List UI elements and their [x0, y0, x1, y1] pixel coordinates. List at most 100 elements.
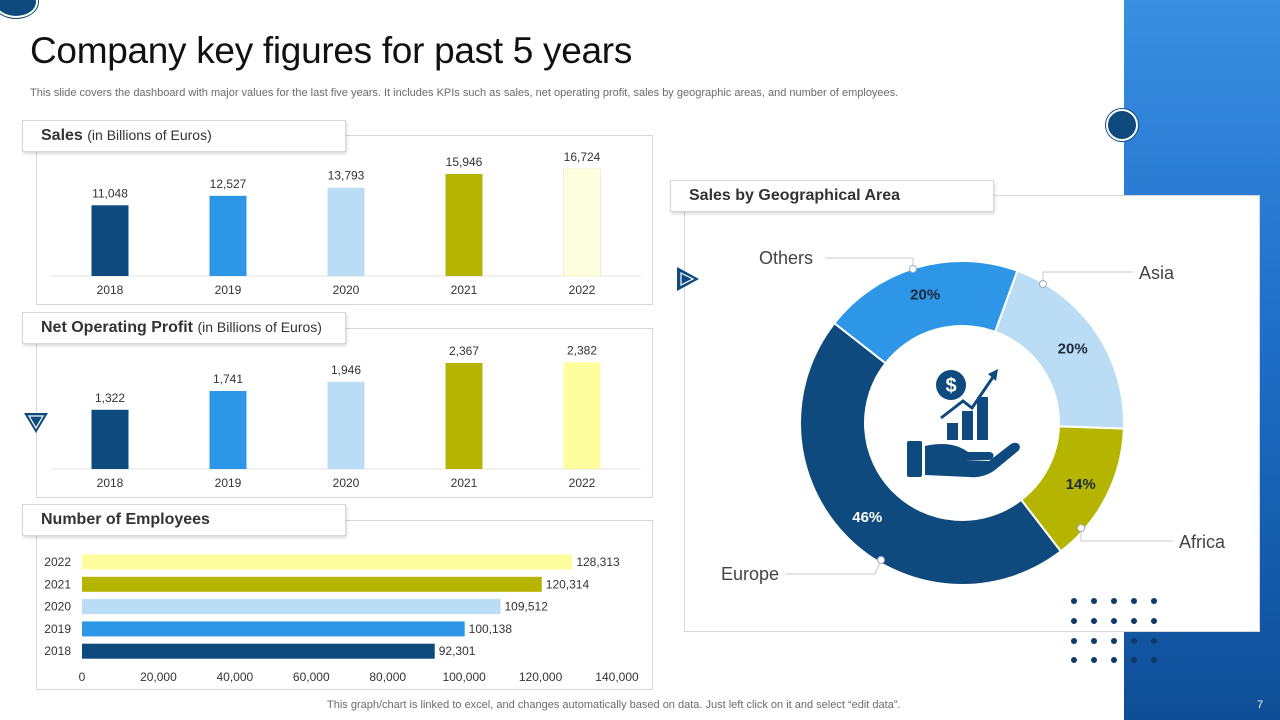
- profit-value-label: 1,946: [331, 363, 361, 377]
- geo-category-label: Others: [759, 248, 813, 268]
- employees-chart-header: Number of Employees: [22, 504, 346, 536]
- employees-bar-2019[interactable]: [82, 621, 465, 637]
- floating-circle-decoration: [1106, 109, 1138, 141]
- sales-bar-2020[interactable]: [327, 187, 365, 276]
- geo-leader-dot: [1077, 524, 1085, 532]
- triangle-pointer-icon: [677, 267, 699, 291]
- footer-note: This graph/chart is linked to excel, and…: [327, 699, 901, 711]
- employees-value-label: 92,301: [439, 644, 476, 658]
- money-growth-hand-icon: $: [907, 369, 1020, 478]
- sales-category-label: 2019: [215, 283, 242, 297]
- employees-category-label: 2021: [44, 577, 71, 591]
- geo-category-label: Africa: [1179, 532, 1226, 552]
- geo-chart-title: Sales by Geographical Area: [689, 187, 901, 204]
- profit-value-label: 1,322: [95, 391, 125, 405]
- profit-bar-2022[interactable]: [563, 362, 601, 469]
- sales-category-label: 2021: [451, 283, 478, 297]
- employees-x-tick: 120,000: [519, 670, 563, 684]
- employees-bar-2018[interactable]: [82, 643, 435, 659]
- profit-bar-2021[interactable]: [445, 362, 483, 469]
- profit-value-label: 1,741: [213, 372, 243, 386]
- profit-bar-chart[interactable]: 1,322 2018 1,741 2019 1,946 2020 2,367 2021 2,38…: [37, 329, 652, 497]
- sales-category-label: 2020: [333, 283, 360, 297]
- sales-chart-header: Sales (in Billions of Euros): [22, 120, 346, 152]
- geo-percent-label: 14%: [1066, 476, 1096, 493]
- sales-chart-unit: (in Billions of Euros): [87, 127, 212, 143]
- employees-chart-panel[interactable]: 2022 128,313 2021 120,314 2020 109,512 2019 100…: [36, 520, 653, 690]
- geo-slice-europe[interactable]: [799, 321, 1063, 586]
- profit-category-label: 2019: [215, 476, 242, 490]
- employees-bar-2022[interactable]: [82, 554, 573, 570]
- employees-value-label: 120,314: [546, 577, 590, 591]
- employees-value-label: 109,512: [504, 600, 548, 614]
- employees-x-tick: 40,000: [217, 670, 254, 684]
- dot-grid-decoration: [1071, 598, 1157, 663]
- employees-category-label: 2020: [44, 600, 71, 614]
- triangle-marker-icon: [24, 413, 48, 433]
- sales-bar-2019[interactable]: [209, 195, 247, 276]
- geo-leader-dot: [877, 556, 885, 564]
- profit-chart-unit: (in Billions of Euros): [197, 319, 322, 335]
- profit-value-label: 2,382: [567, 343, 597, 357]
- employees-bar-2021[interactable]: [82, 576, 542, 592]
- geo-leader-line: [1042, 271, 1133, 284]
- sales-value-label: 13,793: [328, 169, 365, 183]
- geo-leader-line: [785, 559, 882, 575]
- profit-value-label: 2,367: [449, 344, 479, 358]
- geo-percent-label: 20%: [1058, 340, 1088, 357]
- sales-bar-chart[interactable]: 11,048 2018 12,527 2019 13,793 2020 15,946 2021…: [37, 136, 652, 304]
- page-subtitle: This slide covers the dashboard with maj…: [30, 87, 899, 99]
- profit-category-label: 2022: [569, 476, 596, 490]
- geo-slice-asia[interactable]: [993, 269, 1125, 430]
- corner-circle-decoration: [0, 0, 38, 18]
- employees-x-tick: 140,000: [595, 670, 639, 684]
- profit-bar-2018[interactable]: [91, 409, 129, 469]
- page-title: Company key figures for past 5 years: [30, 30, 633, 71]
- employees-category-label: 2018: [44, 644, 71, 658]
- sales-value-label: 12,527: [210, 177, 247, 191]
- sales-value-label: 16,724: [564, 150, 601, 164]
- sales-bar-2022[interactable]: [563, 168, 601, 277]
- geo-chart-panel[interactable]: 20% 20% 14% 46% Others Asia Africa Europe $: [684, 195, 1260, 632]
- employees-category-label: 2019: [44, 622, 71, 636]
- employees-x-tick: 20,000: [140, 670, 177, 684]
- sales-category-label: 2022: [569, 283, 596, 297]
- employees-value-label: 128,313: [576, 555, 620, 569]
- geo-leader-line: [825, 257, 914, 269]
- profit-bar-2020[interactable]: [327, 381, 365, 469]
- sales-chart-title: Sales: [41, 127, 83, 144]
- profit-category-label: 2018: [97, 476, 124, 490]
- sales-bar-2018[interactable]: [91, 205, 129, 276]
- employees-category-label: 2022: [44, 555, 71, 569]
- page-number: 7: [1257, 699, 1264, 711]
- svg-text:$: $: [945, 375, 956, 397]
- geo-chart-header: Sales by Geographical Area: [670, 180, 994, 212]
- employees-x-tick: 0: [79, 670, 86, 684]
- profit-category-label: 2020: [333, 476, 360, 490]
- profit-chart-header: Net Operating Profit (in Billions of Eur…: [22, 312, 346, 344]
- profit-bar-2019[interactable]: [209, 391, 247, 469]
- sales-value-label: 15,946: [446, 155, 483, 169]
- employees-chart-title: Number of Employees: [41, 511, 210, 528]
- profit-chart-title: Net Operating Profit: [41, 319, 194, 336]
- sales-chart-panel[interactable]: 11,048 2018 12,527 2019 13,793 2020 15,946 2021…: [36, 135, 653, 305]
- geo-leader-dot: [909, 265, 917, 273]
- geo-donut-chart[interactable]: 20% 20% 14% 46% Others Asia Africa Europe $: [685, 196, 1259, 631]
- employees-x-tick: 80,000: [369, 670, 406, 684]
- geo-percent-label: 46%: [852, 509, 882, 526]
- employees-x-tick: 60,000: [293, 670, 330, 684]
- employees-value-label: 100,138: [469, 622, 513, 636]
- sales-value-label: 11,048: [92, 186, 128, 200]
- geo-category-label: Europe: [721, 564, 779, 584]
- geo-slice-others[interactable]: [832, 260, 1019, 365]
- geo-leader-line: [1080, 528, 1173, 542]
- employees-bar-2020[interactable]: [82, 599, 501, 615]
- profit-category-label: 2021: [451, 476, 478, 490]
- sales-bar-2021[interactable]: [445, 173, 483, 276]
- employees-x-tick: 100,000: [442, 670, 486, 684]
- employees-bar-chart[interactable]: 2022 128,313 2021 120,314 2020 109,512 2019 100…: [37, 521, 652, 689]
- profit-chart-panel[interactable]: 1,322 2018 1,741 2019 1,946 2020 2,367 2021 2,38…: [36, 328, 653, 498]
- geo-leader-dot: [1039, 280, 1047, 288]
- geo-percent-label: 20%: [910, 287, 940, 304]
- geo-category-label: Asia: [1139, 263, 1175, 283]
